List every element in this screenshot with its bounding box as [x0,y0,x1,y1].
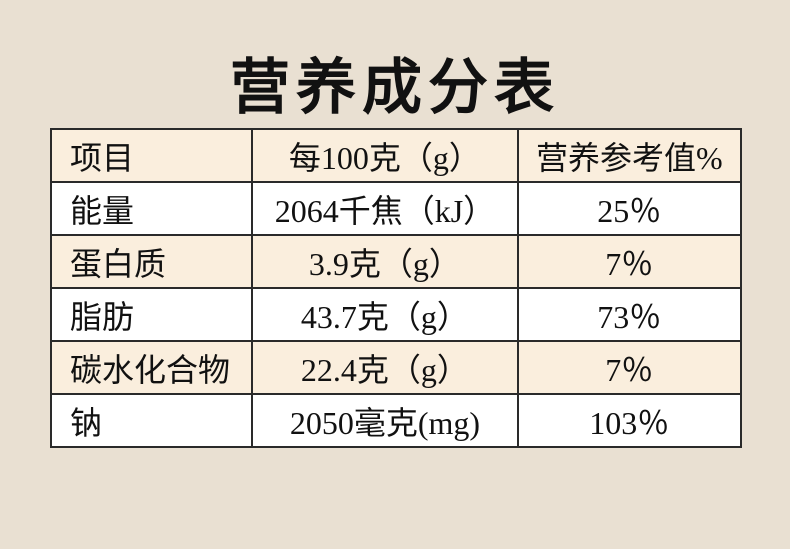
table-row: 能量 2064千焦（kJ） 25％ [49,181,743,236]
table-cell: 22.4克（g） [251,340,519,395]
table-row: 项目 每100克（g） 营养参考值% [49,128,743,183]
table-cell: 每100克（g） [251,128,519,183]
table-cell: 3.9克（g） [251,234,519,289]
table-row: 碳水化合物 22.4克（g） 7％ [49,340,743,395]
title: 营养成分表 [230,53,560,123]
table-body: 项目 每100克（g） 营养参考值% 能量 2064千焦（kJ） 25％ 蛋白质 3.9克（g… [49,128,743,448]
table-cell: 营养参考值% [516,128,743,183]
table-cell: 脂肪 [49,287,254,342]
table-row: 脂肪 43.7克（g） 73％ [49,287,743,342]
table-row: 钠 2050毫克(mg) 103％ [49,393,743,448]
table-cell: 2064千焦（kJ） [251,181,519,236]
table-cell: 项目 [49,128,254,183]
table-cell: 7％ [516,234,743,289]
table-cell: 碳水化合物 [49,340,254,395]
table-cell: 25％ [516,181,743,236]
table-cell: 103％ [516,393,743,448]
table-row: 蛋白质 3.9克（g） 7％ [49,234,743,289]
table-cell: 73％ [516,287,743,342]
table-cell: 7％ [516,340,743,395]
table-cell: 2050毫克(mg) [251,393,519,448]
nutrition-table: 项目 每100克（g） 营养参考值% 能量 2064千焦（kJ） 25％ 蛋白质 3.9克（g… [49,128,743,448]
table-cell: 43.7克（g） [251,287,519,342]
table-cell: 钠 [49,393,254,448]
table-cell: 蛋白质 [49,234,254,289]
table-cell: 能量 [49,181,254,236]
